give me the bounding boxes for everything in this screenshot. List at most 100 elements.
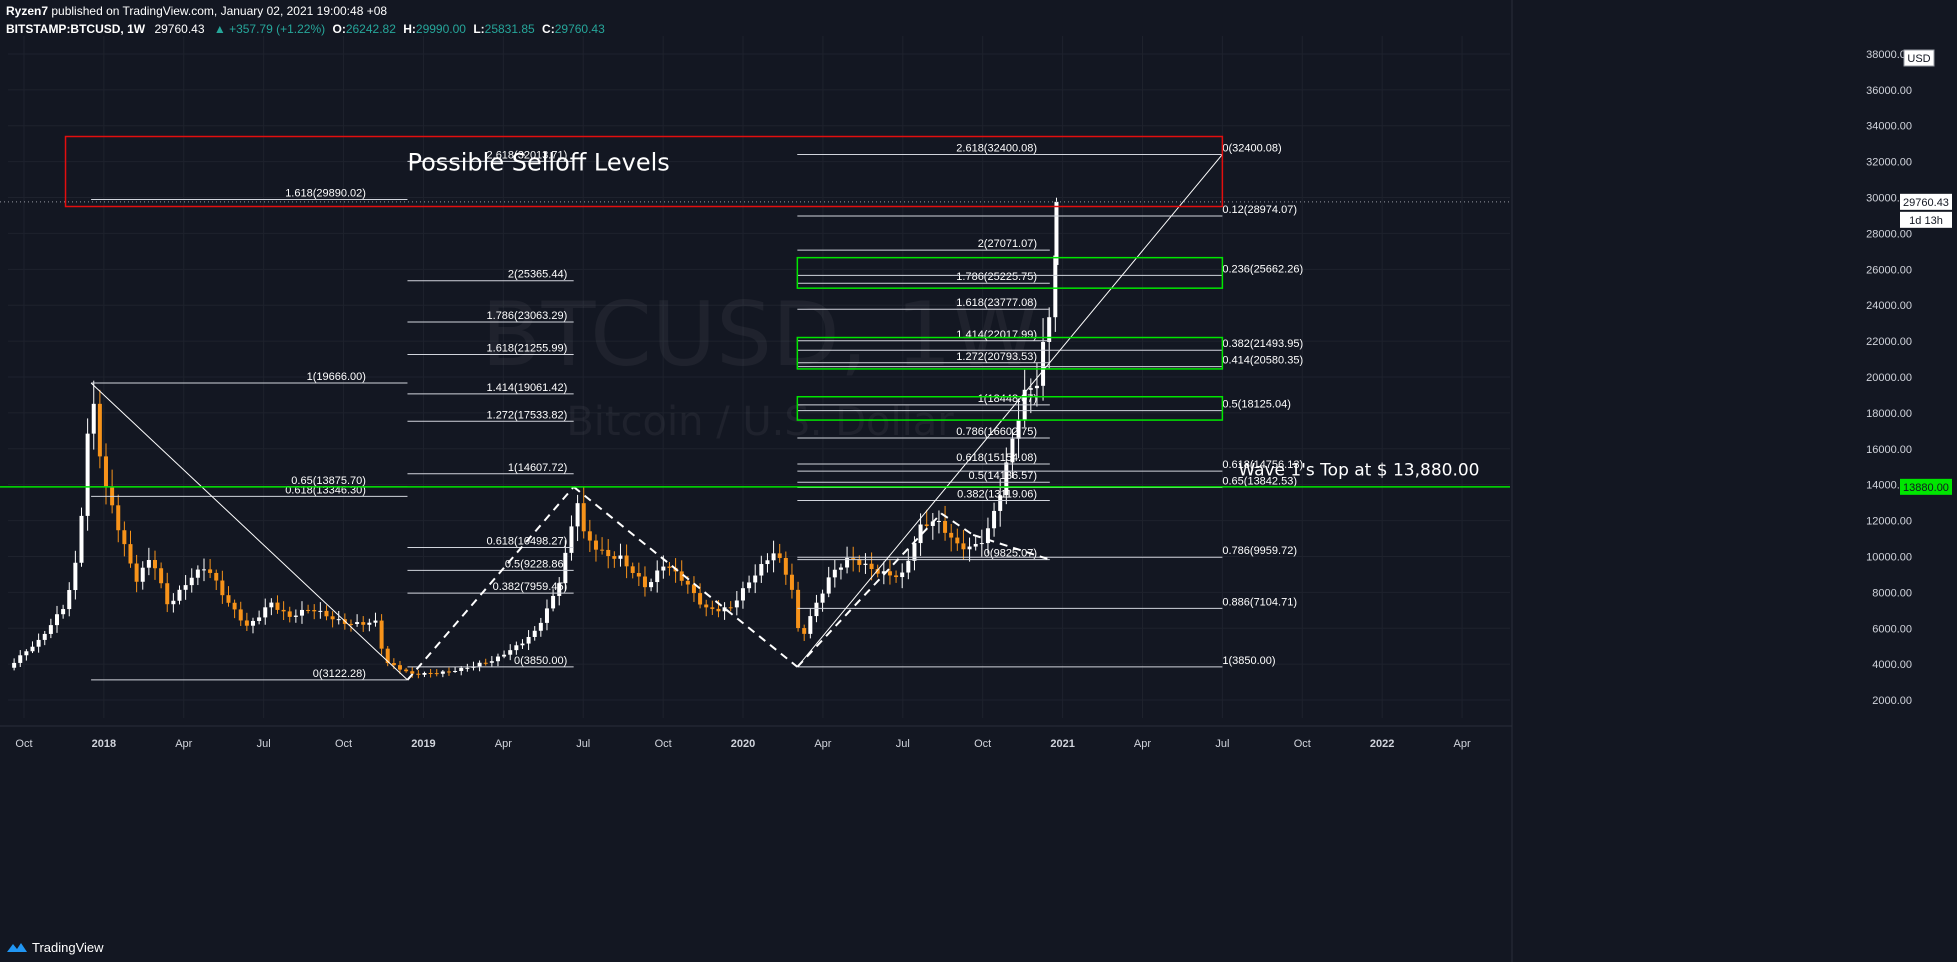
candle-body [465, 667, 470, 669]
wave1-price-tag-text: 13880.00 [1903, 482, 1949, 494]
currency-badge: USD [1903, 49, 1935, 67]
candle-body [973, 543, 978, 547]
candle-body [416, 673, 421, 675]
fib-level-label: 1(18448.07) [978, 393, 1037, 405]
low-value: 25831.85 [484, 22, 535, 36]
candle-body [642, 576, 647, 588]
trend-line [90, 382, 408, 681]
brand-name: TradingView [32, 939, 104, 955]
candle-body [808, 616, 813, 634]
x-tick-label: Jul [896, 738, 910, 750]
candle-body [734, 600, 739, 608]
candle-body [18, 655, 23, 663]
y-tick-label: 6000.00 [1872, 623, 1912, 635]
fib-level-label: 0.786(16602.75) [956, 426, 1037, 438]
fib-level-label: 2.618(32400.08) [956, 142, 1037, 154]
candle-body [24, 651, 29, 656]
fib-level-label: 1.786(25225.75) [956, 271, 1037, 283]
candle-body [943, 520, 948, 533]
candle-body [379, 620, 384, 649]
candle-body [581, 503, 586, 532]
y-tick-label: 36000.00 [1866, 85, 1912, 97]
y-tick-label: 24000.00 [1866, 300, 1912, 312]
candle-body [214, 572, 219, 581]
publish-info: Ryzen7 published on TradingView.com, Jan… [6, 4, 387, 18]
candle-body [73, 562, 78, 591]
candle-body [894, 575, 899, 578]
candle-body [557, 583, 562, 596]
x-tick-label: 2018 [92, 738, 116, 750]
candle-body [979, 543, 984, 545]
candle-body [122, 530, 127, 545]
candle-body [949, 532, 954, 538]
candle-body [887, 571, 892, 576]
candle-body [312, 610, 317, 612]
candle-body [520, 643, 525, 646]
y-tick-label: 38000.00 [1866, 49, 1912, 61]
candle-body [630, 566, 635, 573]
candle-body [569, 526, 574, 553]
candle-body [771, 553, 776, 561]
candle-body [526, 636, 531, 644]
close-label: C: [542, 22, 555, 36]
candle-body [453, 670, 458, 672]
candle-body [336, 619, 341, 621]
candle-body [355, 622, 360, 625]
fib-level-label: 0.5(9228.86) [505, 558, 567, 570]
trend-line [940, 512, 974, 536]
candle-body [612, 556, 617, 559]
symbol-label: BITSTAMP:BTCUSD, 1W [6, 22, 146, 36]
trend-line [406, 486, 575, 681]
high-label: H: [403, 22, 416, 36]
candle-body [250, 620, 255, 626]
candle-body [759, 564, 764, 576]
x-tick-label: Jul [576, 738, 590, 750]
candle-body [881, 571, 886, 574]
candle-body [165, 583, 170, 605]
open-value: 26242.82 [345, 22, 396, 36]
candle-body [679, 571, 684, 581]
fib-level-label: 1.414(19061.42) [487, 382, 568, 394]
fib-level-label: 0.12(28974.07) [1222, 204, 1297, 216]
trend-line [796, 154, 1223, 668]
candle-body [863, 563, 868, 565]
fib-level-label: 0.382(7959.45) [493, 581, 568, 593]
candle-body [544, 608, 549, 623]
candle-body [985, 528, 990, 544]
fib-level-label: 1(3850.00) [1222, 655, 1275, 667]
candle-body [385, 648, 390, 664]
candle-body [428, 672, 433, 674]
last-price: 29760.43 [154, 22, 205, 36]
candle-body [257, 617, 262, 621]
candle-body [747, 582, 752, 589]
candle-body [1053, 255, 1058, 318]
tradingview-logo-icon [7, 943, 27, 952]
publisher-name: Ryzen7 [6, 4, 49, 18]
x-tick-label: 2019 [411, 738, 435, 750]
fib-level-label: 1(19666.00) [307, 371, 366, 383]
candle-body [61, 609, 66, 615]
candle-body [538, 622, 543, 631]
y-tick-label: 10000.00 [1866, 551, 1912, 563]
fib-level-label: 0.786(9959.72) [1222, 545, 1297, 557]
candle-body [183, 585, 188, 590]
candle-body [495, 656, 500, 662]
green-box-1 [796, 256, 1224, 289]
x-tick-label: Apr [175, 738, 192, 750]
candle-body [1010, 438, 1015, 463]
currency-badge-box [1903, 49, 1935, 67]
candle-body [404, 669, 409, 672]
candle-body [281, 609, 286, 612]
candle-body [955, 537, 960, 544]
countdown-tag-text: 1d 13h [1909, 215, 1943, 227]
candle-body [728, 607, 733, 609]
candle-body [42, 633, 47, 640]
candle-body [869, 563, 874, 570]
fibonacci-levels: 1.618(29890.02) 1(19666.00) 0.65(13875.70)… [91, 142, 1303, 681]
candle-body [348, 623, 353, 625]
fib-level-label: 0(32400.08) [1222, 142, 1281, 154]
fib-level-label: 0.65(13875.70) [291, 475, 366, 487]
y-tick-label: 16000.00 [1866, 444, 1912, 456]
y-tick-label: 26000.00 [1866, 264, 1912, 276]
